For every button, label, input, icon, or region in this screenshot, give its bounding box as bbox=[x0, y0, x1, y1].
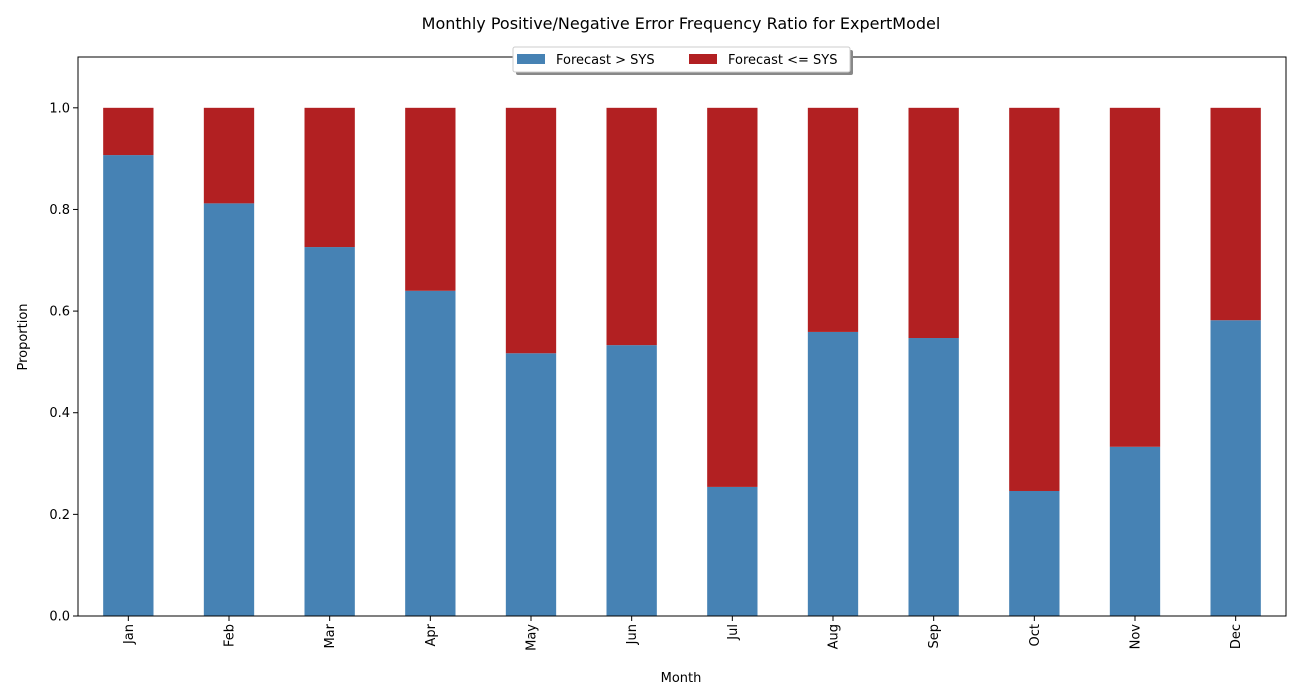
bar-nov-series-2 bbox=[1109, 107, 1161, 447]
bar-oct-series-1 bbox=[1009, 490, 1060, 616]
bar-feb-series-2 bbox=[203, 107, 255, 204]
legend-swatch bbox=[517, 54, 545, 64]
bar-jan-series-2 bbox=[103, 107, 154, 156]
legend: Forecast > SYS Forecast <= SYS bbox=[512, 46, 853, 75]
bar-mar-series-2 bbox=[304, 107, 355, 248]
bar-may-series-1 bbox=[505, 353, 557, 616]
y-tick-label: 0.4 bbox=[49, 406, 70, 421]
x-tick-label: May bbox=[525, 624, 540, 651]
x-tick-label: Dec bbox=[1229, 624, 1244, 649]
bar-oct-series-2 bbox=[1009, 107, 1060, 491]
bar-feb-series-1 bbox=[203, 203, 255, 617]
bar-jun-series-1 bbox=[606, 345, 657, 616]
x-tick-label: Aug bbox=[827, 624, 842, 649]
x-tick-label: Apr bbox=[424, 623, 439, 646]
bar-jul-series-2 bbox=[707, 107, 758, 487]
x-tick-label: Mar bbox=[323, 623, 338, 648]
x-tick-label: Jan bbox=[122, 624, 137, 645]
legend-label: Forecast > SYS bbox=[556, 53, 655, 68]
bar-may-series-2 bbox=[505, 107, 557, 354]
bar-aug-series-1 bbox=[807, 331, 859, 616]
plot-area bbox=[78, 57, 1286, 616]
y-axis: 0.0 0.2 0.4 0.6 0.8 1.0 bbox=[49, 101, 78, 625]
y-tick-label: 0.6 bbox=[49, 305, 70, 320]
bar-aug-series-2 bbox=[807, 107, 859, 332]
y-axis-label: Proportion bbox=[16, 303, 31, 370]
y-tick-label: 0.0 bbox=[49, 610, 70, 625]
legend-swatch bbox=[689, 54, 717, 64]
bar-jan-series-1 bbox=[103, 155, 154, 616]
bar-apr-series-1 bbox=[405, 290, 456, 616]
legend-label: Forecast <= SYS bbox=[728, 53, 838, 68]
x-tick-label: Oct bbox=[1028, 624, 1043, 646]
bar-nov-series-1 bbox=[1109, 446, 1161, 616]
x-tick-label: Nov bbox=[1129, 624, 1144, 650]
bar-sep-series-2 bbox=[908, 107, 959, 339]
bar-jul-series-1 bbox=[707, 486, 758, 616]
x-axis: Jan Feb Mar Apr May Jun Jul Aug Sep Oct Nov Dec bbox=[122, 616, 1244, 651]
x-axis-label: Month bbox=[661, 671, 702, 686]
bar-mar-series-1 bbox=[304, 247, 355, 616]
x-tick-label: Jul bbox=[726, 624, 741, 641]
y-tick-label: 0.8 bbox=[49, 203, 70, 218]
y-tick-label: 0.2 bbox=[49, 508, 70, 523]
bar-sep-series-1 bbox=[908, 338, 959, 616]
legend-box bbox=[512, 46, 851, 73]
chart-title: Monthly Positive/Negative Error Frequenc… bbox=[422, 14, 941, 33]
bar-jun-series-2 bbox=[606, 107, 657, 346]
y-tick-label: 1.0 bbox=[49, 101, 70, 116]
bar-dec-series-2 bbox=[1210, 107, 1261, 321]
bars-group bbox=[103, 107, 1261, 617]
bar-apr-series-2 bbox=[405, 107, 456, 291]
x-tick-label: Jun bbox=[625, 624, 640, 645]
x-tick-label: Feb bbox=[223, 624, 238, 647]
x-tick-label: Sep bbox=[927, 624, 942, 649]
bar-dec-series-1 bbox=[1210, 320, 1261, 616]
